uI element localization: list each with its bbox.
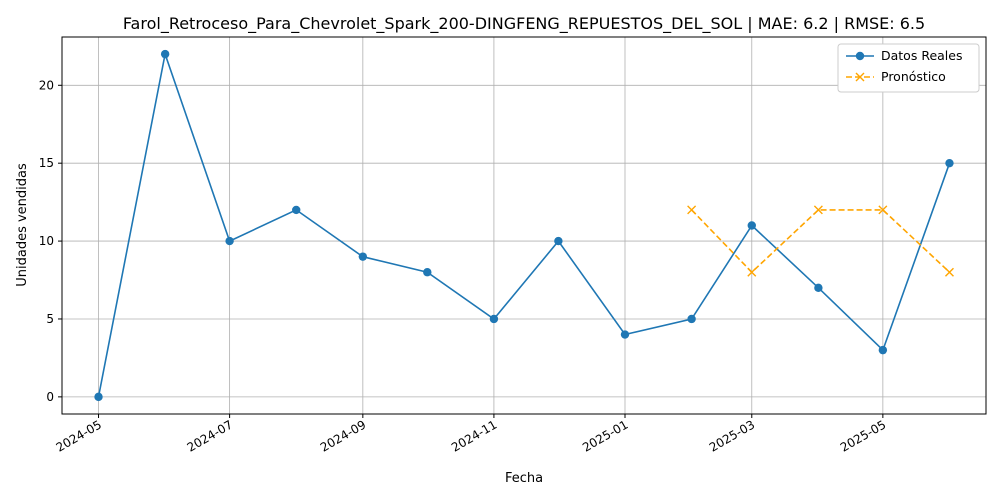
y-axis: 0 5 10 15 20 xyxy=(39,78,62,404)
y-tick-label: 0 xyxy=(46,390,54,404)
x-marker-stroke xyxy=(813,205,823,215)
datos-reales-point xyxy=(160,49,170,59)
datos-reales-point xyxy=(620,330,630,339)
datos-reales-point xyxy=(687,314,696,324)
x-tick-label: 2024-05 xyxy=(54,417,104,454)
datos-reales-point xyxy=(94,392,103,402)
y-tick-label: 20 xyxy=(39,78,54,92)
x-tick-label: 2024-11 xyxy=(449,417,499,454)
x-axis-title: Fecha xyxy=(505,471,543,486)
plot-area-frame xyxy=(61,36,987,415)
y-tick-label: 10 xyxy=(39,234,54,248)
datos-reales-point xyxy=(878,345,888,355)
prono-stico-point xyxy=(878,205,888,215)
series-layer xyxy=(94,49,954,402)
datos-reales-point xyxy=(358,252,368,261)
chart-title: Farol_Retroceso_Para_Chevrolet_Spark_200… xyxy=(123,14,925,34)
prono-stico-point xyxy=(813,205,823,215)
y-tick-label: 15 xyxy=(39,156,54,170)
x-tick-label: 2025-03 xyxy=(707,417,757,454)
y-axis-title: Unidades vendidas xyxy=(15,163,30,287)
datos-reales-point xyxy=(489,314,499,324)
legend-datos-reales-label: Datos Reales xyxy=(881,48,962,63)
x-tick-label: 2024-09 xyxy=(318,417,368,454)
x-marker-stroke xyxy=(855,72,865,82)
datos-reales-point xyxy=(554,236,563,246)
x-axis: 2024-05 2024-07 2024-09 2024-11 2025-01 2025-… xyxy=(54,414,888,455)
legend-prono-stico-marker xyxy=(855,72,865,82)
x-tick-label: 2025-05 xyxy=(838,417,888,454)
datos-reales-point xyxy=(814,283,823,293)
grid-lines xyxy=(62,37,986,414)
datos-reales-line xyxy=(97,51,951,398)
datos-reales-point xyxy=(945,158,954,168)
x-marker-stroke xyxy=(687,205,697,215)
x-tick-label: 2024-07 xyxy=(185,417,235,454)
x-tick-label: 2025-01 xyxy=(580,417,630,454)
y-tick-label: 5 xyxy=(46,312,54,326)
x-marker-stroke xyxy=(747,267,757,277)
prono-stico-point xyxy=(687,205,697,215)
prono-stico-point xyxy=(747,267,757,277)
datos-reales-point xyxy=(423,268,432,277)
x-marker-stroke xyxy=(878,205,888,215)
datos-reales-point xyxy=(292,205,301,215)
datos-reales-point xyxy=(225,236,234,246)
datos-reales-point xyxy=(747,221,756,230)
prono-stico-point xyxy=(944,267,954,277)
legend: Datos Reales Pronóstico xyxy=(837,43,980,93)
prono-stico-line xyxy=(691,209,951,274)
legend-prono-stico-label: Pronóstico xyxy=(881,69,946,84)
x-marker-stroke xyxy=(944,267,954,277)
legend-datos-reales-marker xyxy=(855,51,865,61)
